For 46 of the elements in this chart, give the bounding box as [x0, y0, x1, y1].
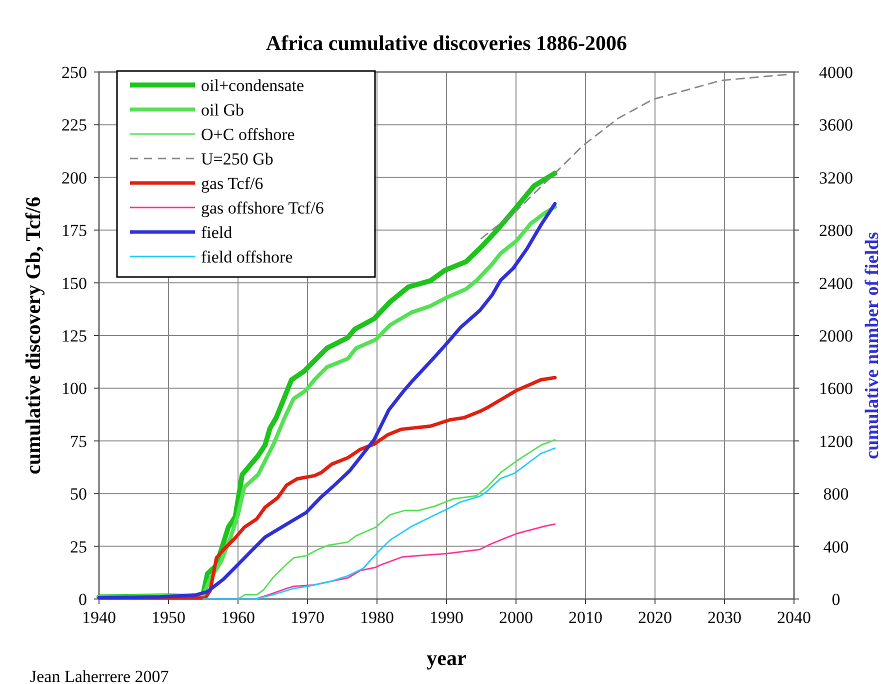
y-tick-label: 0 [78, 590, 87, 609]
y2-tick-label: 800 [823, 484, 849, 504]
y2-tick-label: 2000 [819, 326, 853, 346]
x-tick-label: 1990 [430, 608, 464, 627]
text: Jean Laherrere 2007 [30, 667, 170, 684]
y-tick-label: 175 [62, 221, 87, 240]
x-tick-label: 1980 [360, 608, 394, 627]
legend-label: oil+condensate [201, 76, 304, 95]
y-tick-label: 200 [62, 168, 87, 188]
x-tick-label: 1940 [82, 608, 116, 627]
y2-tick-label: 3200 [819, 168, 853, 188]
y2-tick-label: 0 [832, 590, 840, 609]
x-tick-label: 2010 [568, 608, 602, 627]
y2-tick-label: 1600 [819, 379, 853, 398]
y2-tick-label: 4000 [819, 63, 853, 82]
y2-tick-label: 2400 [819, 274, 853, 293]
chart-title: Africa cumulative discoveries 1886-2006 [266, 31, 628, 55]
y2-tick-label: 2800 [819, 221, 853, 240]
legend-label: gas Tcf/6 [201, 174, 264, 193]
y2-tick-label: 400 [823, 537, 849, 556]
x-tick-label: 2000 [499, 608, 533, 627]
x-tick-label: 1960 [221, 608, 255, 627]
x-tick-label: 2030 [708, 608, 742, 627]
legend-label: gas offshore Tcf/6 [201, 198, 324, 218]
y-tick-label: 75 [70, 432, 87, 451]
y-tick-label: 100 [62, 379, 87, 398]
legend-label: U=250 Gb [201, 150, 274, 168]
y-tick-label: 150 [62, 274, 87, 293]
y-tick-label: 50 [70, 484, 87, 504]
x-tick-label: 2020 [638, 608, 672, 627]
y2-axis-title: cumulative number of fields [862, 232, 881, 460]
legend-label: oil Gb [201, 100, 244, 120]
x-tick-label: 1950 [152, 608, 186, 627]
y-tick-label: 250 [62, 63, 87, 82]
legend-label: field [201, 223, 233, 242]
y-tick-label: 25 [70, 537, 87, 556]
x-tick-label: 1970 [290, 608, 324, 627]
legend-label: field offshore [201, 248, 293, 266]
y-axis-title: cumulative discovery Gb, Tcf/6 [21, 196, 45, 474]
y2-tick-label: 1200 [819, 432, 853, 451]
legend-label: O+C offshore [201, 125, 295, 144]
x-axis-title: year [426, 646, 466, 670]
y-tick-label: 125 [62, 326, 87, 346]
y-tick-label: 225 [62, 116, 87, 135]
y2-tick-label: 3600 [819, 116, 853, 135]
x-tick-label: 2040 [777, 608, 811, 627]
